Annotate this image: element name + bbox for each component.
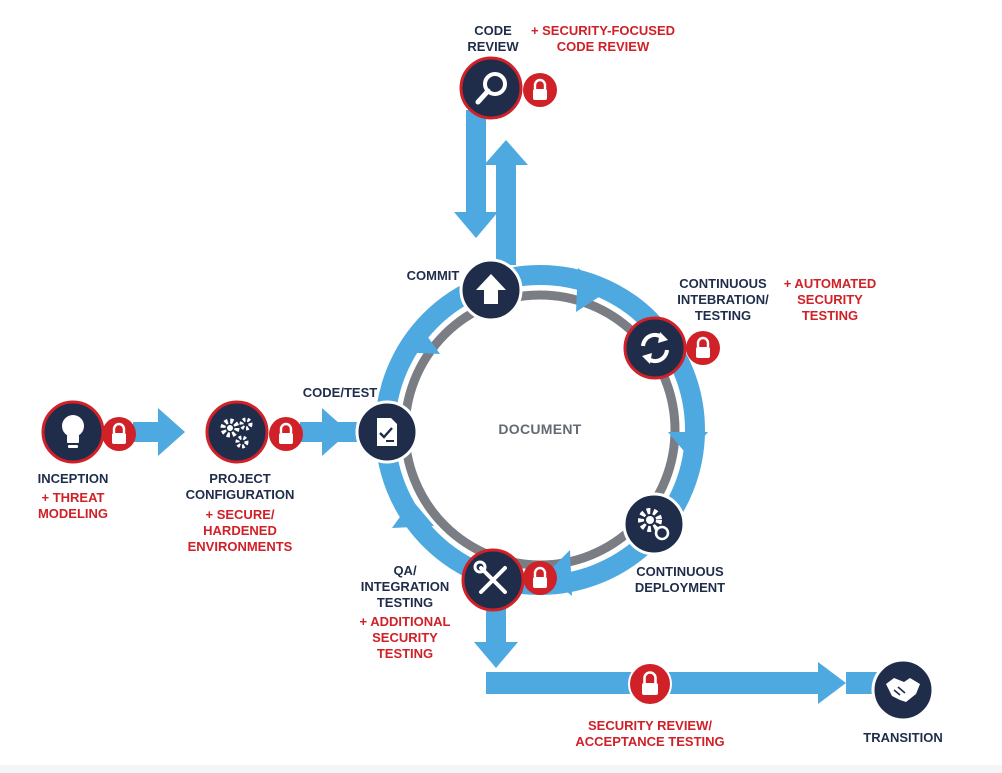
- gear-sync-icon: [638, 508, 670, 541]
- continuous-deployment-node: [622, 492, 686, 556]
- commit-to-review-arrows: [454, 110, 528, 265]
- inception-to-config-arrow: [133, 408, 185, 456]
- code-review-node: [459, 56, 523, 120]
- bottom-band: [0, 765, 1002, 773]
- handshake-icon: [886, 678, 920, 702]
- qa-to-transition-path: [474, 600, 882, 704]
- gears-icon: [220, 417, 253, 449]
- ring-arrowhead-ci-to-cd: [668, 432, 708, 456]
- magnifier-icon: [475, 72, 507, 105]
- qa-integration-node: [461, 548, 525, 612]
- project-configuration-security-note: + SECURE/ HARDENED ENVIRONMENTS: [187, 507, 293, 554]
- project-configuration-label: PROJECT CONFIGURATION: [185, 471, 295, 502]
- continuous-deployment-label: CONTINUOUS DEPLOYMENT: [634, 564, 726, 595]
- refresh-arrows-icon: [641, 332, 669, 364]
- commit-label: COMMIT: [406, 268, 460, 283]
- qa-integration-security-note: + ADDITIONAL SECURITY TESTING: [359, 614, 451, 661]
- center-label: DOCUMENT: [498, 421, 582, 437]
- checklist-document-icon: [377, 418, 397, 446]
- project-configuration-node: [205, 400, 269, 464]
- qa-integration-label: QA/ INTEGRATION TESTING: [360, 563, 450, 610]
- inception-security-note: + THREAT MODELING: [37, 490, 109, 521]
- inception-lock: [102, 417, 136, 451]
- lock-icon: [642, 671, 658, 695]
- inception-node: [41, 400, 105, 464]
- code-test-label: CODE/TEST: [302, 385, 378, 400]
- security-review-node: [628, 662, 672, 706]
- continuous-integration-security-note: + AUTOMATED SECURITY TESTING: [783, 276, 877, 323]
- security-review-label: SECURITY REVIEW/ ACCEPTANCE TESTING: [575, 718, 725, 749]
- config-to-codetest-connector: [326, 422, 362, 442]
- ring-arrowhead-commit-to-ci: [576, 268, 608, 312]
- continuous-integration-lock: [686, 331, 720, 365]
- ring-arrowhead-codetest-to-commit: [398, 326, 440, 354]
- continuous-integration-node: [623, 316, 687, 380]
- lightbulb-icon: [62, 415, 84, 448]
- code-review-security-note: + SECURITY-FOCUSED CODE REVIEW: [530, 23, 676, 54]
- project-configuration-lock: [269, 417, 303, 451]
- ring-arrowhead-cd-to-qa: [546, 550, 572, 596]
- code-review-lock: [523, 73, 557, 107]
- transition-label: TRANSITION: [863, 730, 943, 745]
- upload-arrow-icon: [476, 274, 506, 304]
- code-test-node: [355, 400, 419, 464]
- code-review-label: CODE REVIEW: [467, 23, 519, 54]
- inception-label: INCEPTION: [37, 471, 109, 486]
- continuous-integration-label: CONTINUOUS INTEBRATION/ TESTING: [677, 276, 769, 323]
- transition-node: [871, 658, 935, 722]
- ring-arrowhead-qa-to-codetest: [392, 500, 434, 528]
- wrench-screwdriver-icon: [473, 560, 507, 594]
- commit-node: [459, 258, 523, 322]
- qa-integration-lock: [523, 561, 557, 595]
